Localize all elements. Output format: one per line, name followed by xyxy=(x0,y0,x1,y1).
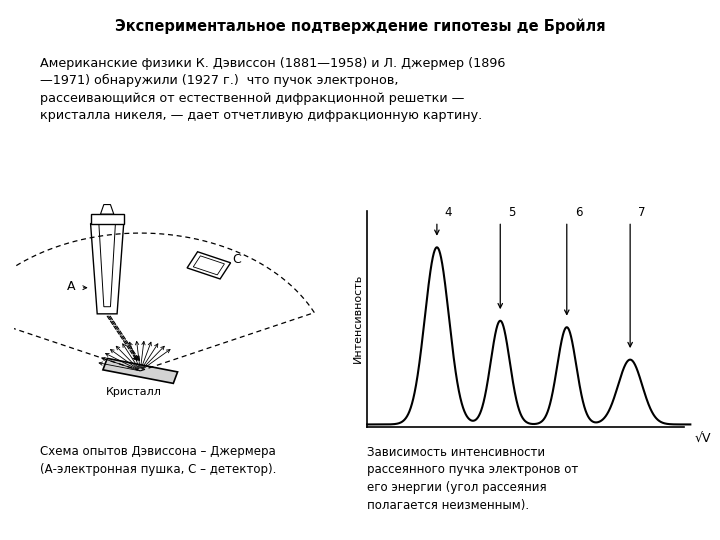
Bar xyxy=(103,359,178,383)
Text: Экспериментальное подтверждение гипотезы де Бройля: Экспериментальное подтверждение гипотезы… xyxy=(114,19,606,35)
Polygon shape xyxy=(99,224,115,307)
Text: Американские физики К. Дэвиссон (1881—1958) и Л. Джермер (1896
—1971) обнаружили: Американские физики К. Дэвиссон (1881—19… xyxy=(40,57,505,123)
Polygon shape xyxy=(91,224,124,314)
Bar xyxy=(193,256,225,275)
Text: C: C xyxy=(233,253,241,266)
Text: 7: 7 xyxy=(638,206,646,219)
Y-axis label: Интенсивность: Интенсивность xyxy=(353,274,363,363)
Text: 6: 6 xyxy=(575,206,582,219)
Text: √V: √V xyxy=(695,432,711,445)
Text: 5: 5 xyxy=(508,206,516,219)
Text: Схема опытов Дэвиссона – Джермера
(А-электронная пушка, С – детектор).: Схема опытов Дэвиссона – Джермера (А-эле… xyxy=(40,446,276,476)
Polygon shape xyxy=(101,205,114,214)
Text: A: A xyxy=(66,280,75,293)
Text: Зависимость интенсивности
рассеянного пучка электронов от
его энергии (угол расс: Зависимость интенсивности рассеянного пу… xyxy=(367,446,578,512)
Polygon shape xyxy=(91,214,124,224)
Text: Кристалл: Кристалл xyxy=(106,387,161,397)
Text: 4: 4 xyxy=(445,206,452,219)
Bar xyxy=(187,252,230,279)
